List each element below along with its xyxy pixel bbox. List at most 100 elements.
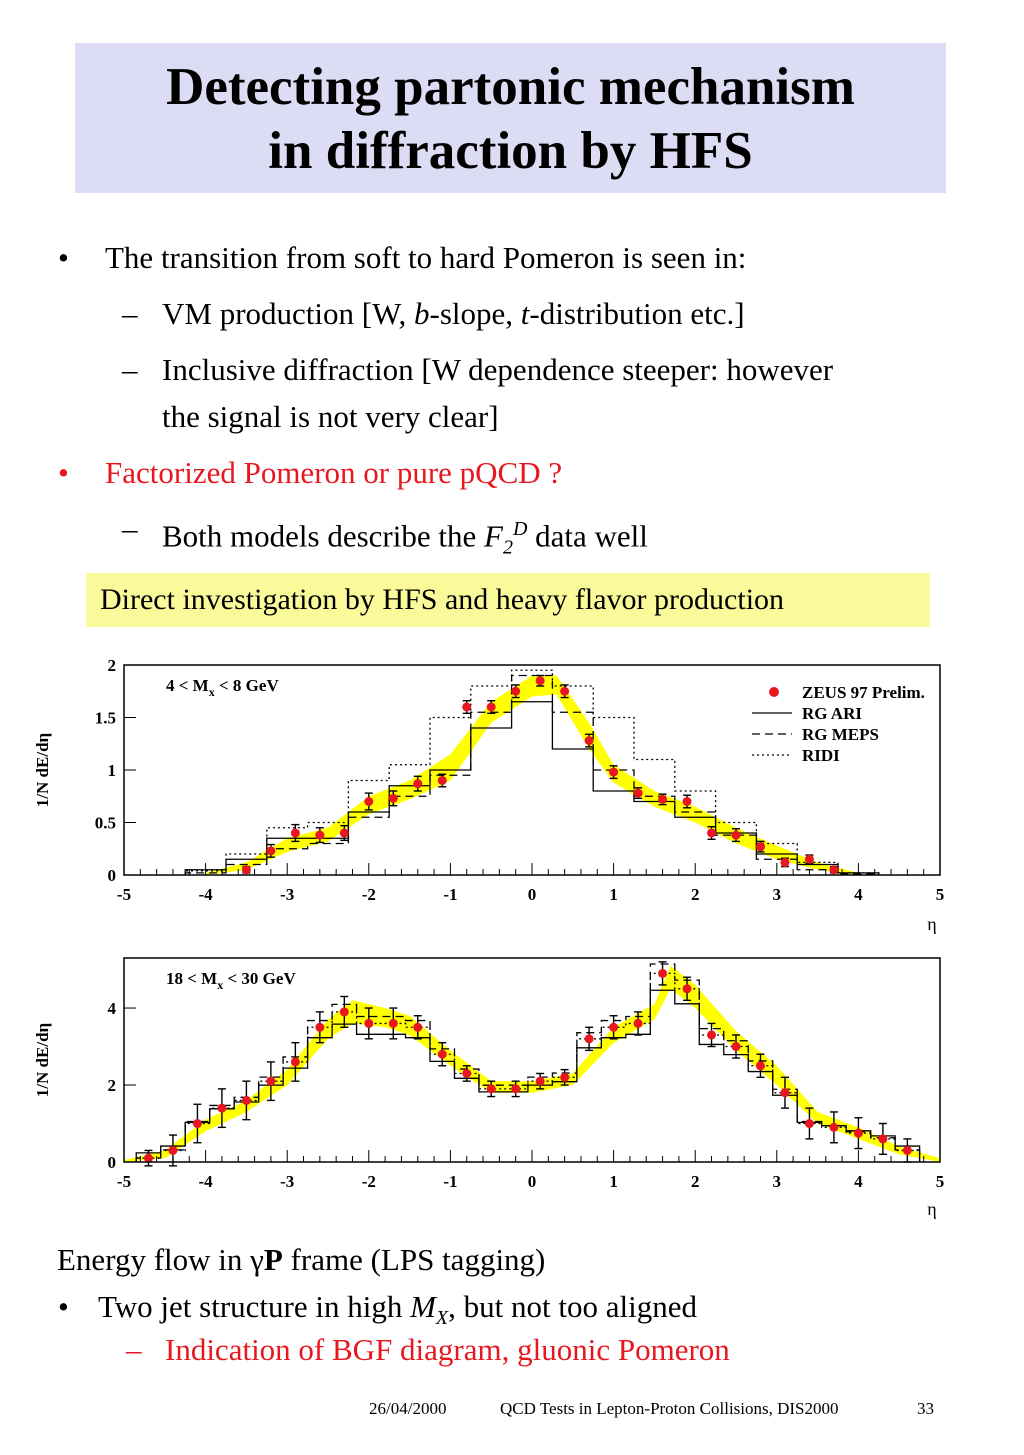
- x-tick-label: 0: [528, 1172, 537, 1191]
- x-tick-label: 2: [691, 1172, 700, 1191]
- bottom-bullet-marker: •: [58, 1289, 69, 1324]
- data-point: [560, 1072, 570, 1082]
- slide-title-line1: Detecting partonic mechanism: [166, 58, 855, 116]
- x-tick-label: -1: [443, 885, 457, 904]
- data-point: [682, 797, 692, 806]
- x-axis-label: η: [927, 1199, 936, 1219]
- data-point: [633, 788, 643, 798]
- x-tick-label: -2: [362, 885, 376, 904]
- y-axis-label: 1/N dE/dη: [33, 733, 52, 807]
- sub-bullet-marker: –: [122, 296, 138, 331]
- data-point: [413, 779, 423, 789]
- data-point: [755, 842, 765, 852]
- x-tick-label: 3: [773, 1172, 782, 1191]
- x-tick-label: 4: [854, 1172, 863, 1191]
- y-tick-label: 1.5: [95, 709, 116, 728]
- data-point: [241, 865, 251, 875]
- plot-2: -5 -4 -3 -2 -1 0 1 2 3 4 5 0 2 4 1/N dE/dη η 18 < Mx < 3…: [33, 957, 945, 1219]
- data-point: [535, 676, 545, 686]
- data-point: [731, 1042, 741, 1052]
- x-tick-label: 0: [528, 885, 537, 904]
- data-point: [535, 1076, 545, 1086]
- data-point: [339, 828, 349, 838]
- data-point: [609, 1022, 619, 1032]
- histogram-model: [135, 972, 921, 1162]
- data-point: [266, 846, 276, 856]
- x-tick-label: -3: [280, 1172, 294, 1191]
- sub-bullet-text: Inclusive diffraction [W dependence stee…: [162, 352, 834, 387]
- data-point: [780, 857, 790, 867]
- bullet-text: The transition from soft to hard Pomeron…: [105, 240, 747, 275]
- data-point: [560, 686, 570, 696]
- x-tick-label: -3: [280, 885, 294, 904]
- data-point: [755, 1061, 765, 1071]
- bottom-line3: Indication of BGF diagram, gluonic Pomer…: [165, 1332, 730, 1367]
- data-point: [511, 686, 521, 696]
- data-point: [707, 1030, 717, 1040]
- data-point: [168, 1145, 178, 1155]
- y-tick-label: 4: [108, 999, 117, 1018]
- x-tick-label: -1: [443, 1172, 457, 1191]
- data-point: [217, 1103, 227, 1113]
- data-point: [878, 1134, 888, 1144]
- sub-bullet-text: Both models describe the F2D data well: [162, 518, 648, 559]
- data-point: [364, 797, 374, 806]
- data-point: [143, 1153, 153, 1163]
- plot-mass-range-label: 18 < Mx < 30 GeV: [166, 969, 296, 992]
- data-point: [780, 1088, 790, 1098]
- x-tick-label: 3: [773, 885, 782, 904]
- plot-frame: [123, 957, 941, 1163]
- x-tick-label: 4: [854, 885, 863, 904]
- data-point: [364, 1018, 374, 1028]
- data-point: [437, 1049, 447, 1059]
- sub-bullet-text: VM production [W, b-slope, t-distributio…: [162, 296, 745, 331]
- data-point: [388, 1018, 398, 1028]
- callout-box: Direct investigation by HFS and heavy fl…: [86, 573, 930, 627]
- bullet-marker: •: [58, 240, 69, 275]
- bottom-line1: Energy flow in γP frame (LPS tagging): [57, 1242, 546, 1277]
- footer-page-number: 33: [917, 1399, 934, 1418]
- legend-entry: RIDI: [802, 746, 840, 765]
- title-box: Detecting partonic mechanism in diffract…: [75, 43, 946, 193]
- data-point: [413, 1022, 423, 1032]
- data-point: [486, 702, 496, 712]
- histogram-model: [135, 989, 921, 1162]
- data-point: [192, 1119, 202, 1129]
- data-point: [437, 776, 447, 785]
- y-tick-label: 2: [108, 1076, 117, 1095]
- data-point: [584, 736, 594, 746]
- x-tick-label: -5: [117, 885, 131, 904]
- x-tick-label: 1: [609, 1172, 618, 1191]
- bullet-marker: •: [58, 455, 69, 490]
- data-point: [633, 1018, 643, 1028]
- data-point: [462, 1068, 472, 1078]
- histogram-model: [135, 963, 921, 1162]
- footer-title: QCD Tests in Lepton-Proton Collisions, D…: [500, 1399, 839, 1418]
- uncertainty-band: [124, 965, 940, 1162]
- data-point: [315, 830, 325, 840]
- data-point: [241, 1095, 251, 1105]
- legend-entry: ZEUS 97 Prelim.: [802, 683, 925, 702]
- x-tick-label: -4: [199, 885, 214, 904]
- data-point: [290, 828, 300, 838]
- x-axis-label: η: [927, 914, 936, 934]
- x-tick-label: 1: [609, 885, 618, 904]
- y-tick-label: 0: [108, 866, 117, 885]
- legend-entry: RG ARI: [802, 704, 862, 723]
- data-point: [486, 1084, 496, 1094]
- x-tick-label: -5: [117, 1172, 131, 1191]
- data-point: [290, 1057, 300, 1067]
- sub-bullet-text-cont: the signal is not very clear]: [162, 399, 499, 434]
- x-tick-label: 5: [936, 885, 945, 904]
- data-point: [609, 767, 619, 777]
- data-point: [462, 702, 472, 712]
- x-tick-label: 5: [936, 1172, 945, 1191]
- legend-entry: RG MEPS: [802, 725, 879, 744]
- y-axis-label: 1/N dE/dη: [33, 1023, 52, 1097]
- y-tick-label: 0: [108, 1153, 117, 1172]
- y-tick-label: 1: [108, 761, 117, 780]
- y-tick-label: 2: [108, 656, 117, 675]
- data-point: [902, 1145, 912, 1155]
- data-point: [388, 793, 398, 803]
- data-point: [266, 1076, 276, 1086]
